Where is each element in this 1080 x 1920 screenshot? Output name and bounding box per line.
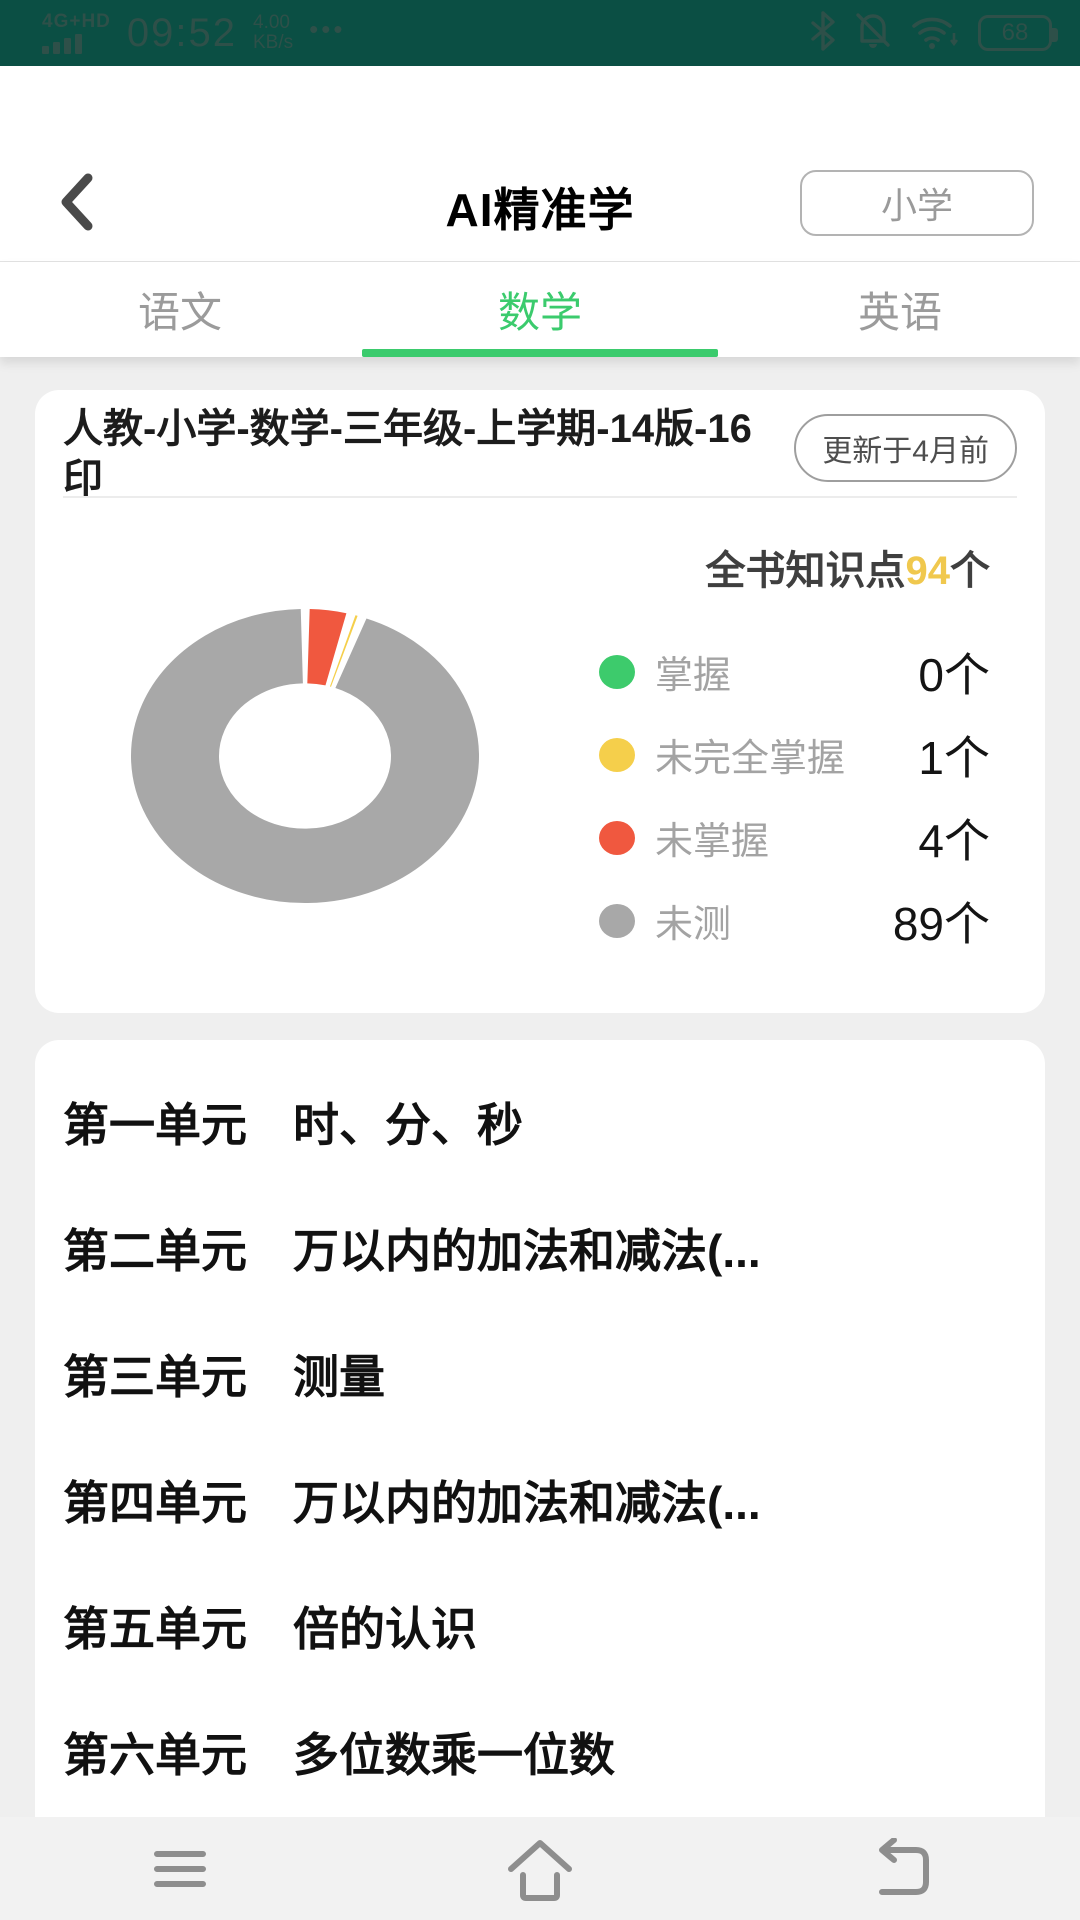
unit-name: 多位数乘一位数 [293, 1729, 615, 1781]
legend-row-mastered: 掌握 0个 [599, 648, 990, 701]
stage-selector-button[interactable]: 小学 [800, 170, 1034, 236]
menu-icon [149, 1844, 211, 1894]
legend-label: 未掌握 [655, 821, 770, 863]
speed-unit: KB/s [253, 32, 294, 53]
legend-count: 1个 [918, 731, 990, 784]
unit-number: 第五单元 [63, 1603, 247, 1655]
return-icon [864, 1837, 936, 1900]
network-speed: 4.00 KB/s [253, 13, 293, 53]
unit-name: 万以内的加法和减法(... [293, 1477, 761, 1529]
unit-list-card: 第一单元 时、分、秒 第二单元 万以内的加法和减法(... 第三单元 测量 第四… [35, 1040, 1045, 1817]
status-bar: 4G+HD 09:52 4.00 KB/s ••• 68 [0, 0, 1080, 66]
legend-label: 掌握 [655, 655, 732, 697]
notification-dots-icon: ••• [309, 13, 346, 44]
network-type-label: 4G+HD [42, 11, 111, 32]
active-tab-underline [362, 349, 718, 357]
mastered-dot-icon [599, 654, 635, 689]
bluetooth-icon [810, 10, 836, 56]
chart-legend: 掌握 0个 未完全掌握 1个 未掌握 4个 未测 89个 [599, 648, 990, 980]
unit-row-1[interactable]: 第一单元 时、分、秒 [63, 1092, 1017, 1152]
wifi-icon [910, 11, 960, 56]
unit-row-6[interactable]: 第六单元 多位数乘一位数 [63, 1722, 1017, 1782]
tab-math[interactable]: 数学 [360, 262, 720, 357]
android-nav-bar [0, 1817, 1080, 1920]
speed-value: 4.00 [253, 12, 290, 34]
nav-back-button[interactable] [720, 1837, 1080, 1900]
untested-dot-icon [599, 903, 635, 938]
unit-number: 第四单元 [63, 1477, 247, 1529]
unit-number: 第一单元 [63, 1099, 247, 1151]
total-unit: 个 [950, 549, 990, 593]
divider [63, 496, 1017, 498]
unit-row-5[interactable]: 第五单元 倍的认识 [63, 1596, 1017, 1656]
unit-name: 时、分、秒 [293, 1099, 523, 1151]
mastery-donut-chart [130, 608, 479, 904]
home-icon [503, 1835, 577, 1903]
subject-tab-bar: 语文 数学 英语 [0, 262, 1080, 357]
tab-chinese-label: 语文 [137, 289, 222, 336]
unit-list: 第一单元 时、分、秒 第二单元 万以内的加法和减法(... 第三单元 测量 第四… [63, 1092, 1017, 1848]
unit-number: 第二单元 [63, 1225, 247, 1277]
unit-name: 万以内的加法和减法(... [293, 1225, 761, 1277]
mute-bell-icon [854, 11, 892, 56]
unit-name: 倍的认识 [293, 1603, 477, 1655]
unit-name: 测量 [293, 1351, 385, 1403]
battery-level: 68 [1001, 19, 1029, 46]
legend-row-untested: 未测 89个 [599, 897, 990, 950]
book-title: 人教-小学-数学-三年级-上学期-14版-16印 [63, 407, 752, 501]
legend-count: 89个 [892, 897, 990, 950]
tab-english[interactable]: 英语 [720, 262, 1080, 357]
unit-row-2[interactable]: 第二单元 万以内的加法和减法(... [63, 1218, 1017, 1278]
total-count: 94 [905, 549, 951, 593]
unit-row-4[interactable]: 第四单元 万以内的加法和减法(... [63, 1470, 1017, 1530]
back-button[interactable] [50, 170, 106, 234]
battery-icon: 68 [978, 15, 1058, 51]
updated-badge: 更新于4月前 [794, 414, 1017, 482]
legend-label: 未完全掌握 [655, 738, 846, 780]
legend-count: 4个 [918, 814, 990, 867]
partially-mastered-dot-icon [599, 737, 635, 772]
unit-number: 第三单元 [63, 1351, 247, 1403]
tab-chinese[interactable]: 语文 [0, 262, 360, 357]
nav-home-button[interactable] [360, 1835, 720, 1903]
unit-row-3[interactable]: 第三单元 测量 [63, 1344, 1017, 1404]
tab-english-label: 英语 [857, 289, 942, 336]
legend-row-unmastered: 未掌握 4个 [599, 814, 990, 867]
total-label: 全书知识点 [705, 549, 906, 593]
unmastered-dot-icon [599, 820, 635, 855]
tab-math-label: 数学 [497, 289, 582, 336]
network-indicator: 4G+HD [42, 12, 111, 54]
total-knowledge-points: 全书知识点94个 [706, 538, 991, 596]
book-summary-card: 人教-小学-数学-三年级-上学期-14版-16印 更新于4月前 全书知识点94个… [35, 390, 1045, 1013]
nav-menu-button[interactable] [0, 1844, 360, 1894]
unit-number: 第六单元 [63, 1729, 247, 1781]
clock-time: 09:52 [126, 10, 237, 55]
legend-label: 未测 [655, 904, 732, 946]
stage-selector-label: 小学 [880, 185, 953, 226]
legend-count: 0个 [918, 648, 990, 701]
header: AI精准学 小学 [0, 66, 1080, 262]
page-title: AI精准学 [445, 184, 635, 236]
legend-row-partially-mastered: 未完全掌握 1个 [599, 731, 990, 784]
signal-bars-icon [42, 34, 82, 54]
